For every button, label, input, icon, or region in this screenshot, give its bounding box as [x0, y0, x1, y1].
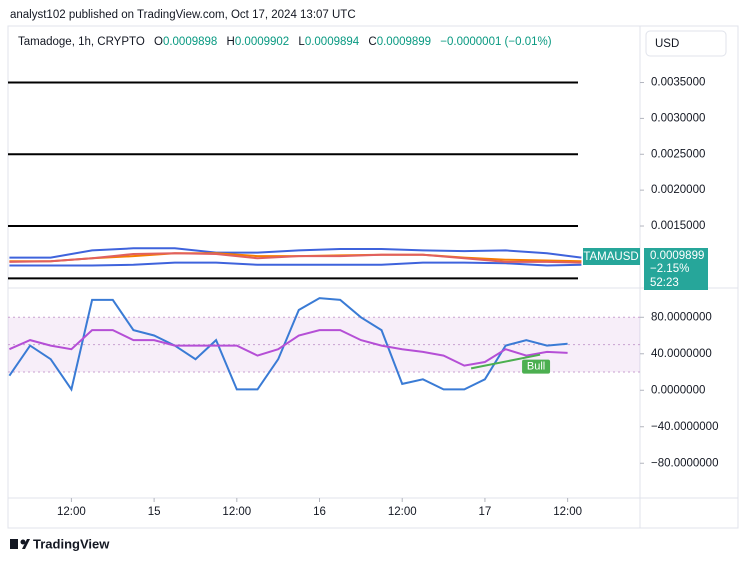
signal-label: Bull: [527, 361, 545, 373]
open: 0.0009898: [163, 36, 217, 48]
series-line: [9, 247, 582, 259]
y-tick-label: 0.0035000: [651, 77, 705, 89]
price-tag: [644, 248, 708, 290]
high: 0.0009902: [235, 36, 289, 48]
y-tick-label: 0.0025000: [651, 148, 705, 160]
symbol-tag-text: TAMAUSD: [583, 251, 638, 263]
o-label: O: [154, 36, 163, 48]
y-tick-label: 80.0000000: [651, 311, 712, 323]
y-tick-label: 0.0020000: [651, 184, 705, 196]
y-tick-label: 0.0015000: [651, 220, 705, 232]
y-tick-label: 0.0030000: [651, 112, 705, 124]
y-tick-label: −40.0000000: [651, 421, 718, 433]
l-label: L: [298, 36, 305, 48]
x-tick-label: 16: [313, 506, 326, 518]
series-line: [9, 261, 582, 267]
x-tick-label: 12:00: [388, 506, 417, 518]
change: −0.0000001 (−0.01%): [440, 36, 551, 48]
x-tick-label: 12:00: [222, 506, 251, 518]
x-tick-label: 12:00: [57, 506, 86, 518]
currency-button[interactable]: [645, 30, 727, 57]
close: 0.0009899: [377, 36, 431, 48]
y-tick-label: −80.0000000: [651, 457, 718, 469]
logo: [10, 539, 30, 549]
series-line: [9, 252, 582, 264]
header: analyst102 published on TradingView.com,…: [10, 9, 356, 21]
price: 0.0009899: [650, 250, 704, 262]
symbol: Tamadoge, 1h, CRYPTO: [18, 36, 145, 48]
x-tick-label: 17: [479, 506, 492, 518]
series-line: [8, 329, 568, 367]
series-line: [8, 297, 568, 392]
low: 0.0009894: [305, 36, 360, 48]
x-tick-label: 15: [148, 506, 161, 518]
countdown: 52:23: [650, 277, 679, 289]
h-label: H: [227, 36, 235, 48]
y-tick-label: 40.0000000: [651, 348, 712, 360]
signal-tag: [522, 359, 551, 374]
price-change: −2.15%: [650, 263, 689, 275]
c-label: C: [368, 36, 376, 48]
footer: TradingView: [33, 536, 110, 551]
signal-line: [470, 353, 541, 370]
y-tick-label: 0.0000000: [651, 384, 705, 396]
x-tick-label: 12:00: [553, 506, 582, 518]
legend: Tamadoge, 1h, CRYPTO O0.0009898 H0.00099…: [18, 36, 552, 48]
symbol-tag: [583, 248, 640, 265]
frame: [7, 25, 739, 529]
currency[interactable]: USD: [655, 38, 679, 50]
